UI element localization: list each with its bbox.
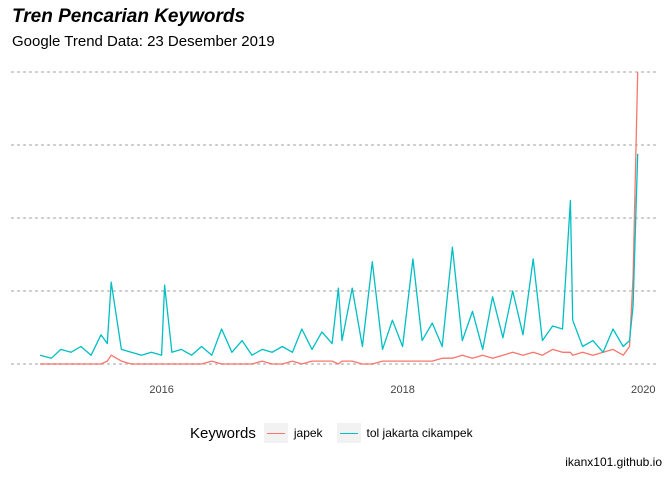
legend-item-tol-jakarta-cikampek: tol jakarta cikampek — [336, 423, 473, 443]
legend: Keywords japek tol jakarta cikampek — [190, 423, 487, 443]
legend-label-tol-jakarta-cikampek: tol jakarta cikampek — [366, 426, 473, 440]
chart-title: Tren Pencarian Keywords — [12, 6, 246, 27]
legend-key-tol-jakarta-cikampek — [336, 423, 361, 443]
x-tick-label: 2020 — [631, 384, 655, 396]
legend-item-japek: japek — [263, 423, 323, 443]
x-tick-label: 2016 — [149, 384, 173, 396]
x-axis-ticks: 2016 2018 2020 — [149, 384, 655, 396]
chart-subtitle: Google Trend Data: 23 Desember 2019 — [12, 33, 275, 50]
series-line-tol-jakarta-cikampek — [39, 153, 639, 359]
grid-lines — [11, 71, 661, 365]
series-line-japek — [40, 71, 639, 365]
legend-title: Keywords — [190, 424, 256, 442]
caption: ikanx101.github.io — [565, 455, 662, 469]
legend-label-japek: japek — [293, 426, 323, 440]
series-lines — [39, 71, 639, 365]
legend-key-japek — [263, 423, 288, 443]
x-tick-label: 2018 — [390, 384, 414, 396]
